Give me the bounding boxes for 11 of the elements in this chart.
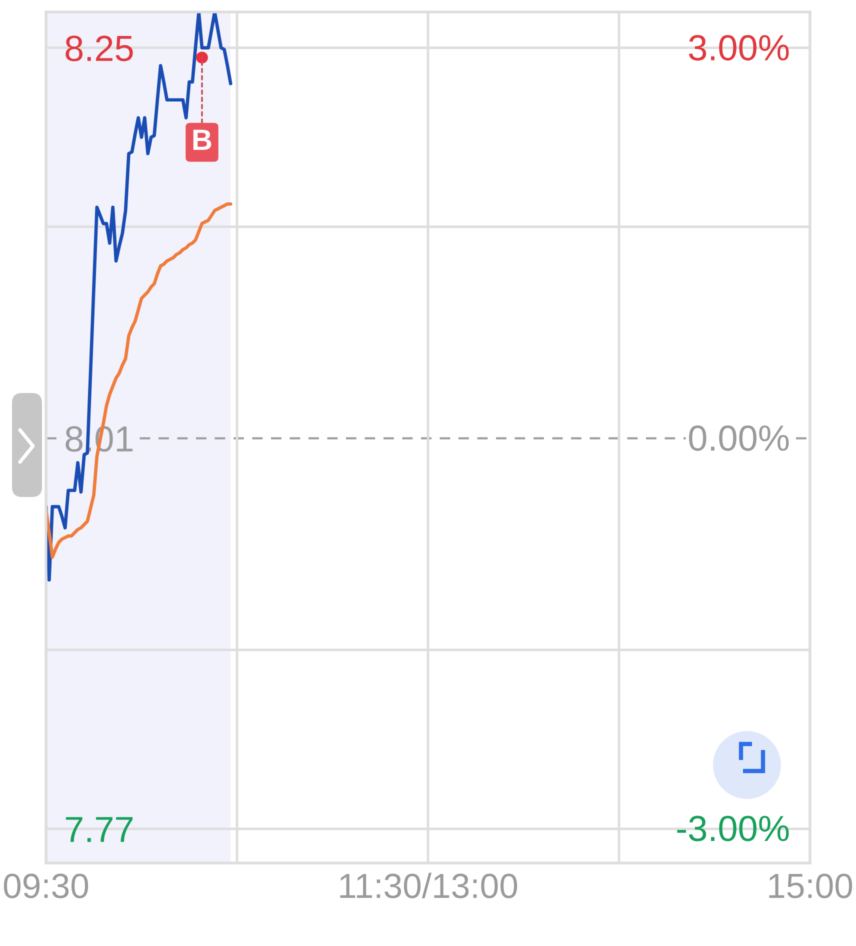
x-tick-label: 09:30 (4, 874, 88, 898)
y2-tick-label: -3.00% (677, 816, 789, 842)
x-tick-label: 11:30/13:00 (340, 872, 518, 898)
y-tick-label: 7.77 (66, 817, 133, 842)
y2-tick-label: 0.00% (689, 425, 789, 451)
x-tick-label: 15:00 (769, 874, 852, 898)
line-series (46, 202, 232, 559)
y-tick-label: 8.25 (66, 36, 133, 62)
data-label: B (193, 130, 212, 150)
line-series (46, 12, 232, 582)
y2-tick-label: 3.00% (688, 35, 789, 61)
